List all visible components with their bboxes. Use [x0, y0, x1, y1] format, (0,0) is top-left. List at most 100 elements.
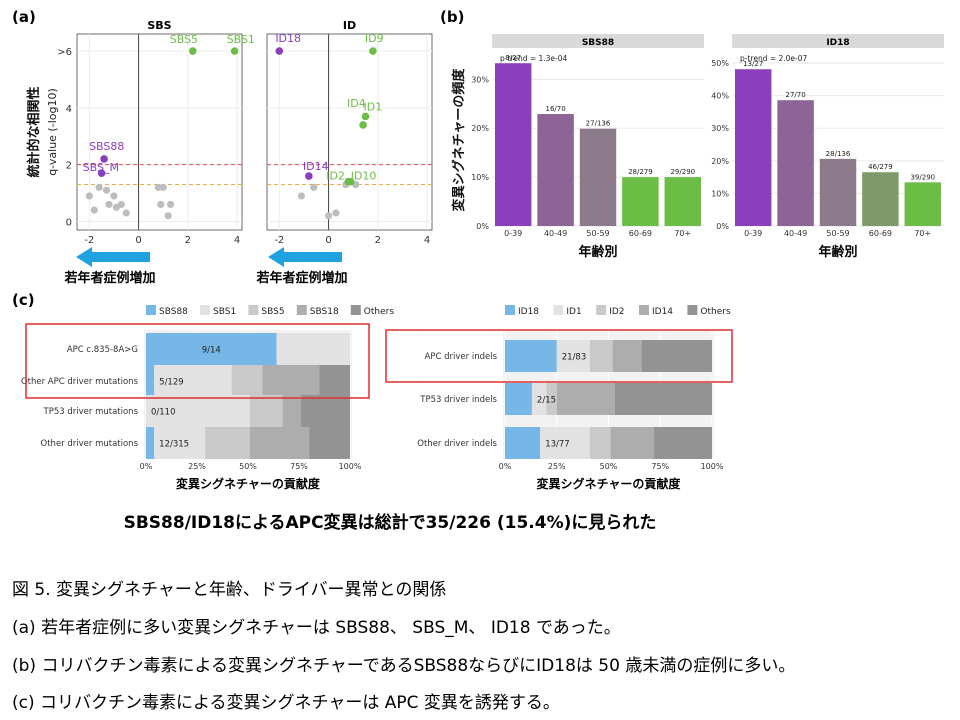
bar-60-69	[622, 177, 659, 226]
arrow-label: 若年者症例増加	[63, 270, 155, 286]
stack-segment-ID14	[610, 427, 655, 459]
data-point-ID10	[346, 177, 355, 186]
x-tick-label: 2	[375, 235, 381, 246]
y-tick-label: 10%	[711, 189, 729, 198]
bar-50-59	[579, 128, 617, 226]
stack-segment-ID18	[505, 427, 541, 459]
stack-segment-SBS18	[282, 395, 302, 427]
stack-segment-ID18	[505, 340, 557, 372]
y-tick-label: >6	[57, 47, 72, 58]
y-tick-label: 2	[66, 161, 72, 172]
x-tick-label: 75%	[651, 462, 669, 471]
y-tick-label: 30%	[471, 75, 489, 84]
legend-label: SBS88	[159, 307, 188, 317]
x-tick-label: 50%	[239, 462, 257, 471]
point-label: ID14	[303, 160, 329, 173]
highlight-box-apc-id	[385, 329, 733, 383]
arrow-label: 若年者症例増加	[255, 270, 347, 286]
direction-arrow-shaft	[90, 252, 150, 262]
legend-swatch-ID18	[505, 305, 515, 315]
stack-segment-Others	[301, 395, 350, 427]
x-axis-title: 変異シグネチャーの貢献度	[176, 476, 321, 491]
bar-data-label: 27/70	[786, 91, 806, 99]
x-axis-title: 変異シグネチャーの貢献度	[537, 476, 682, 491]
data-point-SBS88	[100, 155, 108, 163]
p-trend-annotation: p-trend = 2.0e-07	[740, 54, 808, 63]
y-axis-title: 変異シグネチャーの頻度	[451, 68, 467, 212]
x-tick-label: 0-39	[744, 229, 762, 238]
legend-label: ID1	[566, 307, 581, 317]
point-label: ID1	[364, 100, 383, 113]
y-tick-label: 20%	[471, 124, 489, 133]
row-label: APC c.835-8A>G	[67, 345, 138, 355]
data-point-grey	[105, 200, 113, 209]
bar-70+	[664, 177, 702, 226]
data-point-grey	[110, 192, 118, 200]
legend-swatch-SBS1	[200, 305, 210, 315]
x-tick-label: 75%	[290, 462, 308, 471]
highlight-box-apc-sbs	[25, 323, 370, 399]
bar-data-label: 46/279	[868, 163, 893, 171]
x-tick-label: 70+	[914, 229, 931, 238]
x-tick-label: 0%	[499, 462, 512, 471]
stack-segment-SBS18	[250, 427, 310, 459]
data-point-grey	[122, 209, 130, 217]
bar-data-label: 9/27	[505, 54, 521, 62]
x-axis-title: 年齢別	[818, 244, 857, 260]
stack-segment-SBS1	[154, 427, 206, 459]
row-label: APC driver indels	[425, 352, 498, 362]
legend-label: Others	[700, 307, 731, 317]
y-tick-label: 50%	[711, 59, 729, 68]
stack-segment-Others	[319, 365, 350, 397]
caption-c: (c) コリバクチン毒素による変異シグネチャーは APC 変異を誘発する。	[12, 693, 560, 713]
bar-data-label: 13/27	[743, 60, 763, 68]
panel-label-c: (c)	[12, 291, 35, 309]
y-tick-label: 0%	[716, 222, 729, 231]
data-point-grey	[95, 183, 103, 191]
bar-data-label: 16/70	[546, 105, 566, 113]
legend-label: SBS18	[310, 307, 339, 317]
x-tick-label: 40-49	[784, 229, 807, 238]
stack-segment-Others	[309, 427, 350, 459]
data-point-grey	[166, 200, 175, 209]
x-tick-label: 50-59	[586, 229, 609, 238]
bar-data-label: 21/83	[562, 353, 587, 363]
bar-40-49	[777, 100, 814, 226]
direction-arrow-head	[76, 247, 92, 267]
legend-label: SBS5	[261, 307, 284, 317]
stack-segment-ID18	[505, 383, 532, 415]
data-point-grey	[117, 200, 125, 209]
data-point-grey	[310, 183, 318, 191]
panel-label-b: (b)	[440, 8, 464, 26]
legend-label: ID18	[518, 307, 539, 317]
stack-segment-Others	[654, 427, 712, 459]
facet-title: SBS88	[582, 38, 614, 48]
x-tick-label: 70+	[674, 229, 691, 238]
direction-arrow-head	[268, 247, 284, 267]
y-axis-title: q-value (-log10)	[46, 88, 59, 176]
point-label: ID4	[347, 97, 366, 110]
x-tick-label: 50-59	[826, 229, 849, 238]
y-tick-label: 0%	[476, 222, 489, 231]
point-label: SBS_M	[83, 161, 119, 174]
direction-arrow-shaft	[282, 252, 342, 262]
stack-segment-ID14	[612, 340, 642, 372]
legend-swatch-SBS5	[248, 305, 259, 315]
point-label: SBS88	[89, 140, 124, 153]
y-tick-label: 10%	[471, 173, 489, 182]
data-point-SBS1	[230, 47, 239, 55]
bar-data-label: 12/315	[159, 440, 189, 450]
stack-segment-ID14	[556, 383, 615, 415]
legend-swatch-ID14	[639, 305, 649, 315]
stack-segment-ID1	[556, 340, 590, 372]
x-tick-label: -2	[274, 235, 284, 246]
data-point-grey	[85, 192, 93, 200]
row-label: TP53 driver indels	[419, 395, 497, 405]
point-label: ID9	[365, 32, 384, 45]
legend-swatch-ID1	[553, 305, 564, 315]
legend-label: ID14	[652, 307, 673, 317]
data-point-SBS5	[188, 47, 197, 55]
scatter-plot-frame	[266, 33, 433, 231]
point-label: SBS1	[227, 33, 255, 46]
stack-segment-SBS5	[205, 427, 251, 459]
